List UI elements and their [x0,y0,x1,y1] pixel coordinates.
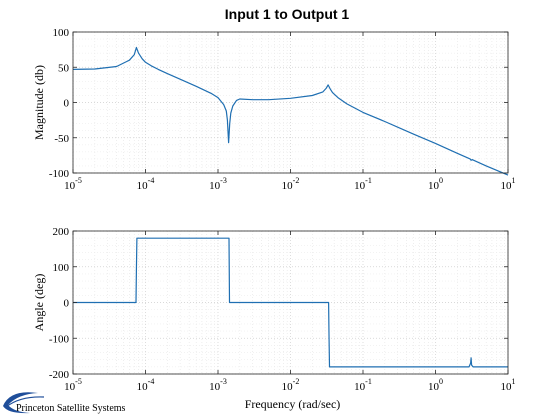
x-tick-label: 10-2 [282,377,300,393]
x-tick-label: 10-1 [354,176,372,192]
x-tick-label: 10-3 [209,176,227,192]
x-tick-label: 10-2 [282,176,300,192]
y-tick-label: 50 [58,62,70,74]
figure-title: Input 1 to Output 1 [225,6,350,22]
psslogo-arc-icon [5,396,45,408]
plot-panels: -100 -50 0 50 100 10-5 10-4 10-3 10-2 10-1 100 101 M… [32,27,516,411]
y-axis-label: Angle (deg) [32,274,46,332]
y-tick-label: -50 [54,133,69,145]
psslogo-swoosh-icon [3,392,38,414]
x-tick-label: 10-4 [137,377,155,393]
x-tick-label: 10-5 [64,377,82,393]
logo-text: Princeton Satellite Systems [16,403,126,414]
y-axis-label: Magnitude (db) [32,65,46,140]
x-tick-label: 100 [428,377,443,393]
x-tick-label: 10-5 [64,176,82,192]
x-tick-label: 10-3 [209,377,227,393]
x-tick-label: 101 [501,377,516,393]
y-tick-label: 0 [64,298,70,310]
x-axis-label: Frequency (rad/sec) [245,397,341,411]
y-tick-label: -100 [49,168,70,180]
y-tick-label: -200 [49,369,70,381]
x-tick-label: 10-4 [137,176,155,192]
plot-panel-magnitude: -100 -50 0 50 100 10-5 10-4 10-3 10-2 10-1 100 101 M… [32,27,516,192]
x-tick-label: 101 [501,176,516,192]
psslogo: Princeton Satellite Systems [3,392,126,414]
y-tick-label: 100 [53,27,70,39]
y-tick-label: -100 [49,333,70,345]
plot-panel-phase: -200 -100 0 100 200 10-5 10-4 10-3 10-2 10-1 100 10… [32,226,516,411]
y-tick-label: 100 [53,262,70,274]
magnitude-series-line [72,46,509,176]
y-tick-label: 0 [64,98,70,110]
x-tick-label: 10-1 [354,377,372,393]
phase-series-line [73,237,508,368]
y-tick-label: 200 [53,226,70,238]
x-tick-label: 100 [428,176,443,192]
